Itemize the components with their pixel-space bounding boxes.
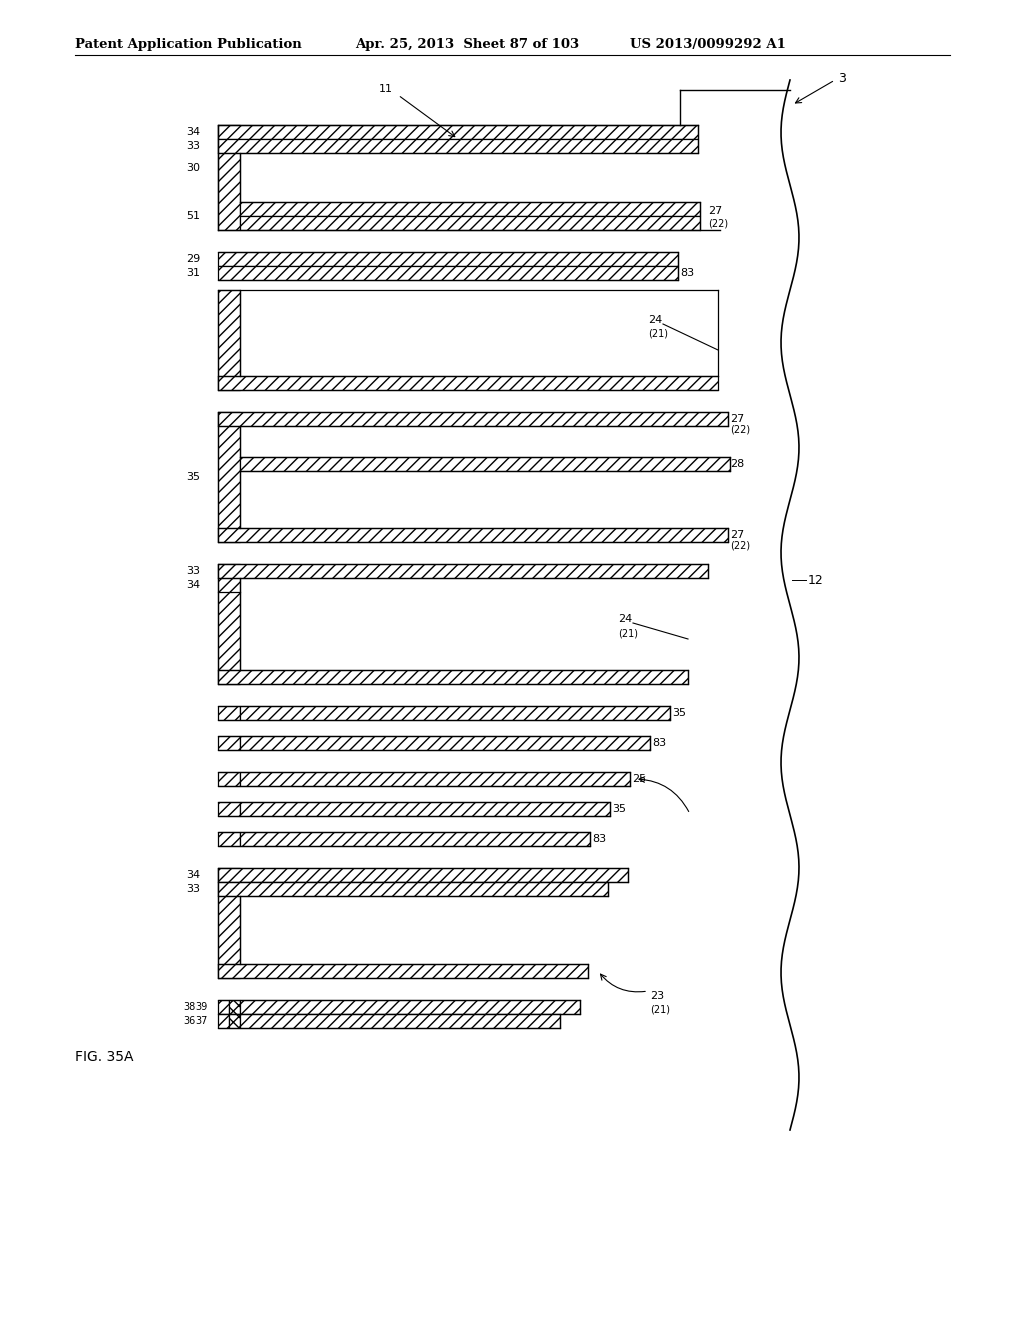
Bar (229, 1001, 240, 1014)
Text: (21): (21) (650, 1005, 670, 1014)
Text: 33: 33 (186, 884, 200, 894)
Text: 3: 3 (838, 71, 846, 84)
Text: 38: 38 (183, 1002, 196, 1012)
Bar (218, 125, 240, 230)
Bar (218, 125, 698, 139)
Bar (240, 803, 610, 816)
Text: 51: 51 (186, 211, 200, 220)
Bar (218, 869, 628, 882)
Bar (218, 706, 240, 719)
Bar (218, 737, 240, 750)
Bar (218, 376, 718, 389)
Text: (22): (22) (730, 541, 751, 550)
Text: 24: 24 (648, 315, 663, 325)
Bar (240, 1014, 560, 1028)
Text: 27: 27 (708, 206, 722, 216)
Text: 12: 12 (808, 573, 823, 586)
Text: 35: 35 (612, 804, 626, 814)
Bar (218, 803, 240, 816)
Text: 36: 36 (183, 1016, 196, 1026)
Text: 24: 24 (618, 614, 632, 624)
Bar (218, 882, 608, 896)
Text: 27: 27 (730, 531, 744, 540)
Text: Patent Application Publication: Patent Application Publication (75, 38, 302, 51)
Bar (218, 528, 728, 543)
Bar (229, 1014, 240, 1028)
Bar (218, 869, 240, 978)
Text: FIG. 35A: FIG. 35A (75, 1049, 133, 1064)
Bar (218, 671, 688, 684)
Text: 34: 34 (186, 870, 200, 880)
Bar (218, 412, 240, 543)
Text: 31: 31 (186, 268, 200, 279)
Text: (22): (22) (708, 218, 728, 228)
Bar (240, 832, 590, 846)
Text: 28: 28 (730, 459, 744, 469)
Bar (218, 139, 698, 153)
Text: 83: 83 (592, 834, 606, 843)
Bar (240, 706, 670, 719)
Bar (218, 290, 240, 389)
Text: 11: 11 (379, 84, 393, 94)
Text: 83: 83 (680, 268, 694, 279)
Bar (240, 457, 730, 471)
Text: 33: 33 (186, 141, 200, 150)
Text: 35: 35 (672, 708, 686, 718)
Text: 34: 34 (186, 127, 200, 137)
Text: 27: 27 (730, 414, 744, 424)
Text: 29: 29 (185, 253, 200, 264)
Bar (218, 564, 240, 684)
Text: 25: 25 (632, 774, 646, 784)
Text: 83: 83 (652, 738, 667, 748)
Bar (240, 737, 650, 750)
Text: 37: 37 (196, 1016, 208, 1026)
Bar (218, 412, 728, 426)
Bar (218, 252, 678, 267)
Text: (21): (21) (618, 628, 638, 638)
Bar (218, 964, 588, 978)
Text: 30: 30 (186, 162, 200, 173)
Text: 39: 39 (196, 1002, 208, 1012)
Bar (218, 564, 708, 578)
Bar (240, 216, 700, 230)
Text: Apr. 25, 2013  Sheet 87 of 103: Apr. 25, 2013 Sheet 87 of 103 (355, 38, 580, 51)
Bar (218, 1001, 229, 1014)
Bar (240, 202, 700, 216)
Bar (218, 1014, 229, 1028)
Bar (240, 772, 630, 785)
Text: 35: 35 (186, 473, 200, 482)
Text: (21): (21) (648, 329, 668, 339)
Text: 23: 23 (650, 991, 665, 1001)
Text: 34: 34 (186, 579, 200, 590)
Bar (218, 772, 240, 785)
Bar (240, 1001, 580, 1014)
Text: 33: 33 (186, 566, 200, 576)
Text: US 2013/0099292 A1: US 2013/0099292 A1 (630, 38, 785, 51)
Text: (22): (22) (730, 425, 751, 436)
Bar (218, 832, 240, 846)
Bar (218, 267, 678, 280)
